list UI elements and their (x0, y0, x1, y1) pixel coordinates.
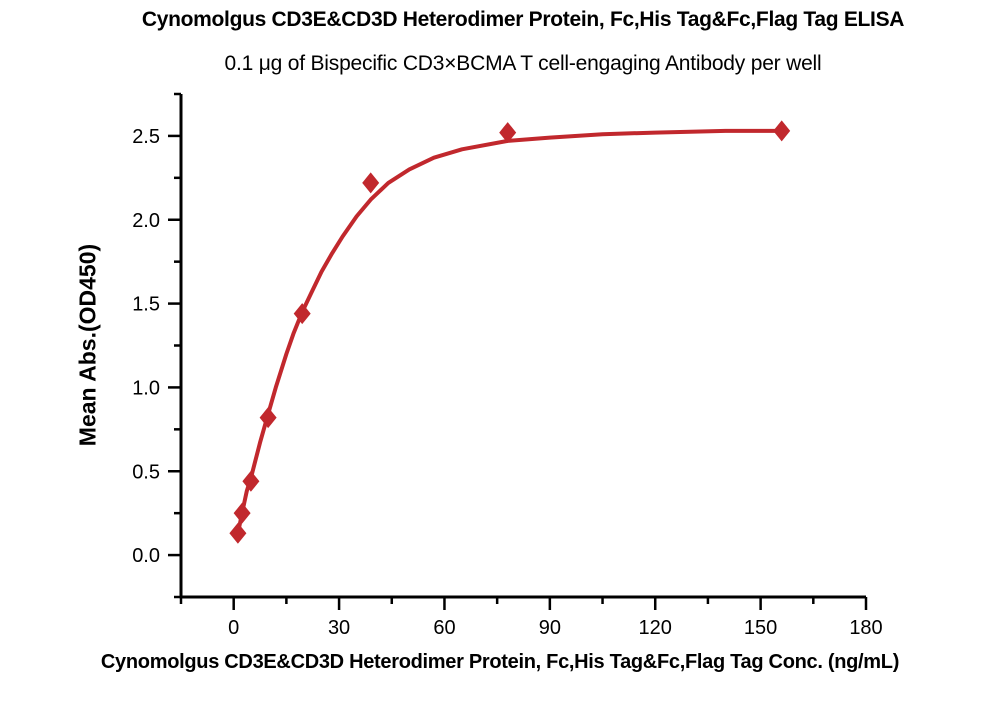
x-tick-label: 30 (328, 617, 350, 639)
y-tick-label: 0.0 (132, 545, 160, 567)
y-tick-label: 1.5 (132, 294, 160, 316)
chart-subtitle: 0.1 μg of Bispecific CD3×BCMA T cell-eng… (224, 52, 822, 75)
x-tick-label: 150 (744, 617, 777, 639)
axis-lines (179, 94, 866, 599)
x-tick-label: 180 (849, 617, 882, 639)
y-tick-label: 1.0 (132, 377, 160, 399)
x-tick-label: 60 (433, 617, 455, 639)
x-tick-label: 90 (539, 617, 561, 639)
y-tick-label: 0.5 (132, 461, 160, 483)
y-axis-title: Mean Abs.(OD450) (74, 243, 101, 447)
x-axis-title: Cynomolgus CD3E&CD3D Heterodimer Protein… (100, 651, 900, 673)
y-tick-label: 2.5 (132, 126, 160, 148)
x-tick-label: 120 (639, 617, 672, 639)
fit-curve-line (235, 128, 784, 536)
data-point-marker (499, 122, 517, 144)
data-point-marker (362, 172, 380, 194)
chart-title: Cynomolgus CD3E&CD3D Heterodimer Protein… (141, 8, 905, 31)
x-tick-label: 0 (228, 617, 239, 639)
y-tick-label: 2.0 (132, 210, 160, 232)
